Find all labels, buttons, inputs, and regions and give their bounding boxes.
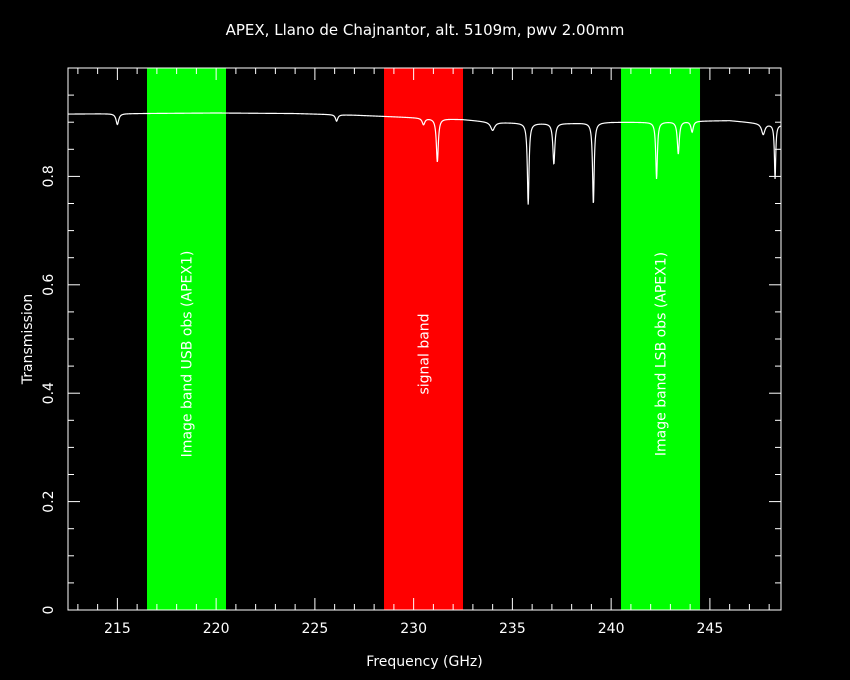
band-label-0: Image band USB obs (APEX1) <box>180 251 196 458</box>
band-label-layer: Image band USB obs (APEX1) signal band Ima… <box>180 251 670 458</box>
y-tick-label: 0 <box>41 606 57 615</box>
x-tick-label: 235 <box>499 621 526 637</box>
band-rect-1 <box>384 68 464 610</box>
band-rect-2 <box>621 68 701 610</box>
y-tick-label: 0.6 <box>41 274 57 296</box>
x-tick-label: 245 <box>697 621 724 637</box>
band-rect-0 <box>147 68 227 610</box>
y-tick-label: 0.8 <box>41 165 57 187</box>
band-label-2: Image band LSB obs (APEX1) <box>654 252 670 456</box>
x-axis-label: Frequency (GHz) <box>366 654 482 670</box>
y-tick-label: 0.4 <box>41 382 57 404</box>
x-tick-label: 220 <box>203 621 230 637</box>
transmission-curve <box>68 112 782 205</box>
band-layer <box>147 68 701 610</box>
band-label-1: signal band <box>417 313 433 394</box>
chart-title: APEX, Llano de Chajnantor, alt. 5109m, p… <box>226 21 625 39</box>
axis-ticks: 215 220 225 230 235 240 245 0 0.2 0.4 0.6 0.8 <box>41 67 781 637</box>
y-axis-label: Transmission <box>20 294 36 385</box>
x-tick-label: 230 <box>400 621 427 637</box>
x-tick-label: 225 <box>302 621 329 637</box>
x-tick-label: 240 <box>598 621 625 637</box>
y-tick-label: 0.2 <box>41 490 57 512</box>
x-tick-label: 215 <box>104 621 131 637</box>
